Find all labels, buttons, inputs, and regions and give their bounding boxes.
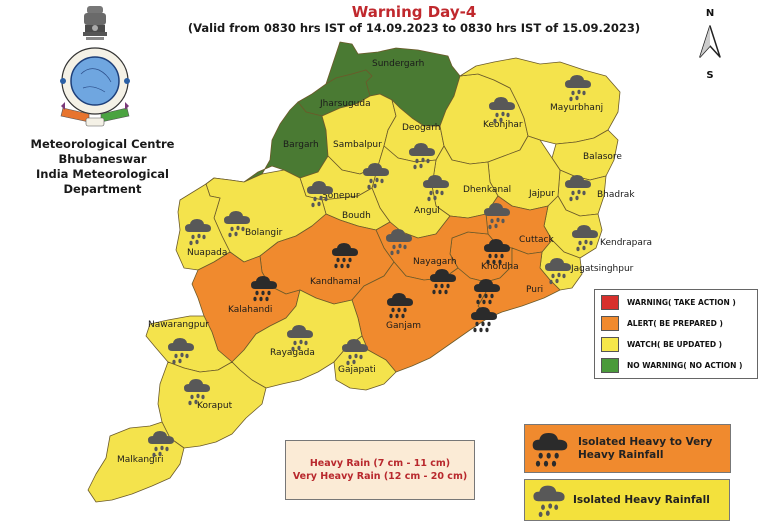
isolated-heavy-rain-icon <box>407 140 437 170</box>
symbol-key-heavy-to-very-heavy: Isolated Heavy to Very Heavy Rainfall <box>524 424 731 473</box>
legend-swatch-orange <box>601 315 619 331</box>
isolated-heavy-rain-icon <box>482 200 512 230</box>
label-kandhamal: Kandhamal <box>310 277 361 287</box>
label-ganjam: Ganjam <box>386 321 421 331</box>
rain-definitions-box: Heavy Rain (7 cm - 11 cm) Very Heavy Rai… <box>285 440 475 500</box>
label-sundergarh: Sundergarh <box>372 59 425 69</box>
isolated-heavy-rain-icon <box>222 208 252 238</box>
heavy-to-very-heavy-rain-icon <box>482 236 512 266</box>
heavy-to-very-heavy-rain-icon <box>428 266 458 296</box>
isolated-heavy-rain-icon <box>182 376 212 406</box>
label-nawarangpur: Nawarangpur <box>148 320 209 330</box>
label-mayurbhanj: Mayurbhanj <box>550 103 604 113</box>
label-jharsuguda: Jharsuguda <box>320 99 371 109</box>
isolated-heavy-rain-icon <box>563 72 593 102</box>
isolated-heavy-rain-icon <box>384 226 414 256</box>
label-dhenkanal: Dhenkanal <box>463 185 512 195</box>
north-arrow: N S <box>690 8 730 81</box>
legend-item-alert: ALERT( BE PREPARED ) <box>601 315 723 331</box>
heavy-to-very-heavy-rain-icon <box>469 304 499 334</box>
heavy-to-very-heavy-rain-icon <box>249 273 279 303</box>
label-kendrapara: Kendrapara <box>600 238 653 248</box>
isolated-heavy-rain-icon <box>146 428 176 458</box>
label-khordha: Khordha <box>481 262 519 272</box>
heavy-to-very-heavy-rain-icon <box>472 276 502 306</box>
org-line-2: India Meteorological Department <box>36 167 169 196</box>
org-line-1: Meteorological Centre Bhubaneswar <box>30 137 175 166</box>
isolated-heavy-rain-icon <box>305 178 335 208</box>
label-malkangiri: Malkangiri <box>117 455 164 465</box>
isolated-heavy-rain-icon <box>285 322 315 352</box>
label-sonepur: Sonepur <box>322 191 360 201</box>
label-kalahandi: Kalahandi <box>228 305 273 315</box>
label-nuapada: Nuapada <box>187 248 228 258</box>
label-deogarh: Deogarh <box>402 123 441 133</box>
legend-swatch-red <box>601 294 619 310</box>
heavy-rain-definition: Heavy Rain (7 cm - 11 cm) <box>309 458 451 469</box>
north-label: N <box>705 8 715 19</box>
legend-swatch-yellow <box>601 336 619 352</box>
heavy-to-very-heavy-rain-icon <box>330 240 360 270</box>
label-koraput: Koraput <box>197 401 233 411</box>
isolated-heavy-rain-icon <box>166 335 196 365</box>
isolated-heavy-rain-icon <box>570 222 600 252</box>
label-boudh: Boudh <box>342 211 371 221</box>
legend-label: WATCH( BE UPDATED ) <box>627 339 723 349</box>
very-heavy-rain-definition: Very Heavy Rain (12 cm - 20 cm) <box>292 471 468 482</box>
imd-emblem-icon <box>60 6 130 127</box>
north-arrow-icon <box>699 25 721 58</box>
legend-swatch-green <box>601 357 619 373</box>
isolated-heavy-rain-icon <box>531 482 567 518</box>
organization-name: Meteorological Centre Bhubaneswar India … <box>0 137 205 197</box>
isolated-heavy-rain-icon <box>563 172 593 202</box>
label-gajapati: Gajapati <box>338 365 376 375</box>
label-jajpur: Jajpur <box>529 189 555 199</box>
isolated-heavy-rain-icon <box>361 160 391 190</box>
label-balasore: Balasore <box>583 152 622 162</box>
legend-label: ALERT( BE PREPARED ) <box>627 318 723 328</box>
heavy-to-very-heavy-rain-icon <box>385 290 415 320</box>
isolated-heavy-rain-icon <box>543 255 573 285</box>
label-puri: Puri <box>526 285 544 295</box>
legend-item-warning: WARNING( TAKE ACTION ) <box>601 294 736 310</box>
south-label: S <box>706 70 714 81</box>
district-puri <box>477 247 561 319</box>
label-jagatsinghpur: Jagatsinghpur <box>571 264 634 274</box>
isolated-heavy-rain-icon <box>487 94 517 124</box>
label-sambalpur: Sambalpur <box>333 140 382 150</box>
label-bhadrak: Bhadrak <box>597 190 635 200</box>
validity-period: (Valid from 0830 hrs IST of 14.09.2023 t… <box>187 21 641 35</box>
warning-level-legend: WARNING( TAKE ACTION ) ALERT( BE PREPARE… <box>594 289 758 379</box>
heavy-to-very-heavy-rain-icon <box>530 429 570 469</box>
legend-item-no-warning: NO WARNING( NO ACTION ) <box>601 357 743 373</box>
label-bargarh: Bargarh <box>283 140 319 150</box>
legend-label: NO WARNING( NO ACTION ) <box>627 360 743 370</box>
label-nayagarh: Nayagarh <box>413 257 457 267</box>
isolated-heavy-rain-icon <box>421 172 451 202</box>
symbol-key-isolated-heavy: Isolated Heavy Rainfall <box>524 479 730 521</box>
map-title: Warning Day-4 <box>351 3 477 21</box>
label-rayagada: Rayagada <box>270 348 315 358</box>
symbol-key-label: Isolated Heavy to Very Heavy Rainfall <box>578 435 713 461</box>
isolated-heavy-rain-icon <box>340 336 370 366</box>
label-bolangir: Bolangir <box>245 228 283 238</box>
label-cuttack: Cuttack <box>519 235 554 245</box>
legend-item-watch: WATCH( BE UPDATED ) <box>601 336 722 352</box>
label-angul: Angul <box>414 206 440 216</box>
symbol-key-label: Isolated Heavy Rainfall <box>573 493 710 506</box>
label-keonjhar: Keonjhar <box>483 120 523 130</box>
legend-label: WARNING( TAKE ACTION ) <box>627 297 736 307</box>
isolated-heavy-rain-icon <box>183 216 213 246</box>
